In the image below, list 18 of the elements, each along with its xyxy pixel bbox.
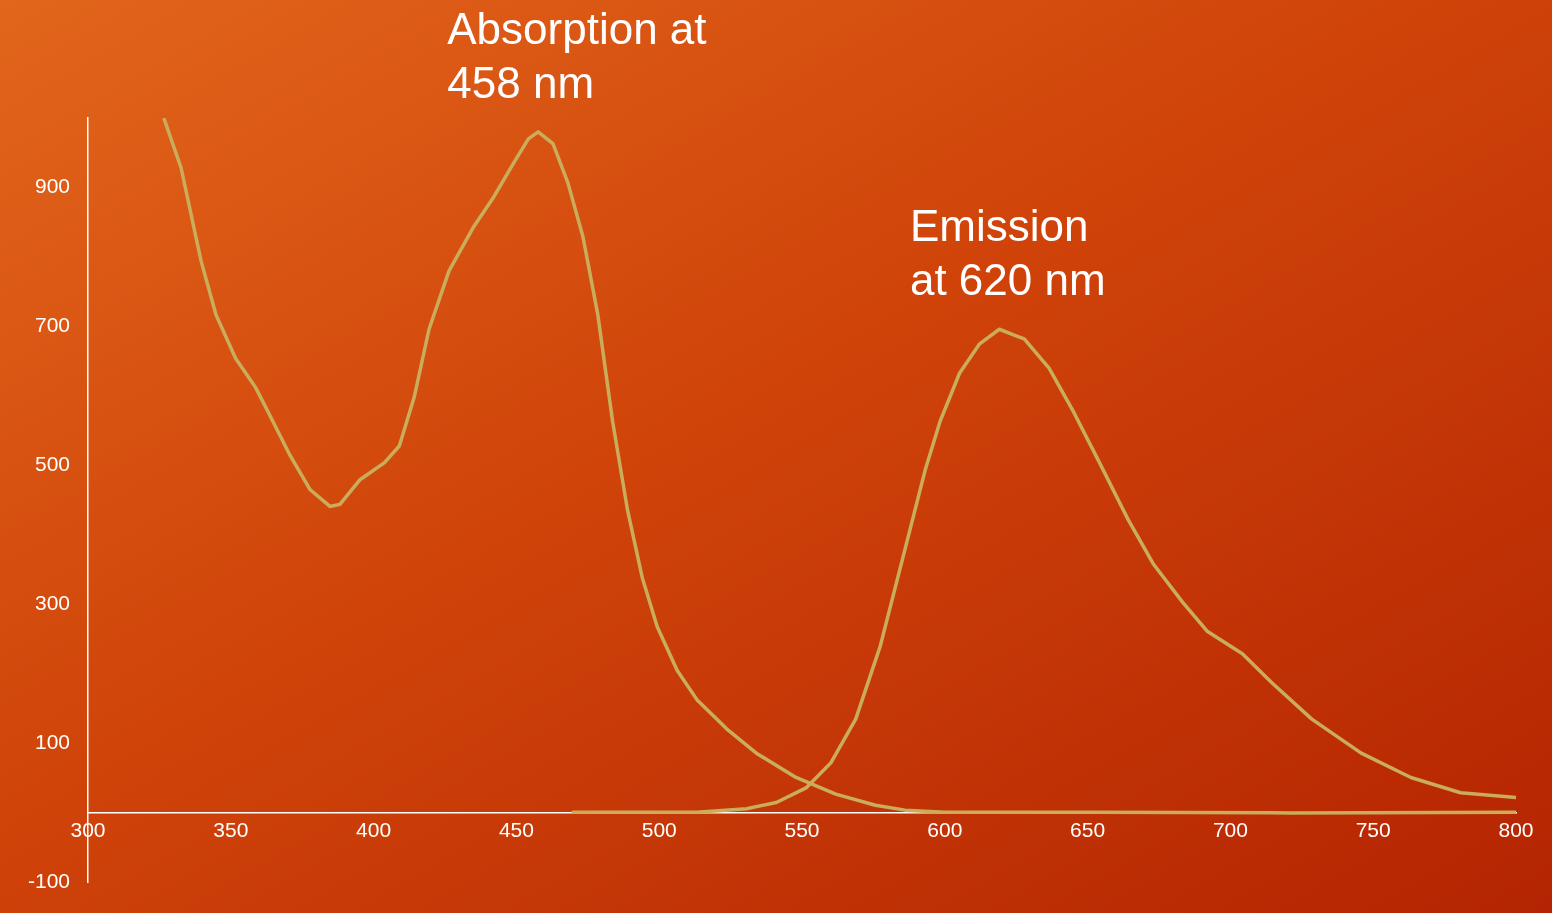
y-tick-label: -100 <box>28 869 71 893</box>
annotation: Emission at 620 nm <box>909 201 1106 305</box>
x-tick-label: 500 <box>641 818 677 842</box>
y-tick-label: 300 <box>34 591 71 615</box>
x-tick-label: 350 <box>213 818 249 842</box>
x-tick-label: 400 <box>356 818 392 842</box>
annotation: Absorption at 458 nm <box>447 3 707 107</box>
x-tick-label: 650 <box>1070 818 1106 842</box>
x-tick-label: 750 <box>1355 818 1391 842</box>
x-tick-label: 450 <box>498 818 534 842</box>
y-tick-label: 900 <box>34 174 71 198</box>
y-tick-label: 100 <box>34 730 71 754</box>
x-tick-label: 800 <box>1498 818 1534 842</box>
y-tick-label: 700 <box>34 313 71 337</box>
x-tick-label: 550 <box>784 818 820 842</box>
x-tick-label: 600 <box>927 818 963 842</box>
y-tick-label: 500 <box>34 452 71 476</box>
x-tick-label: 700 <box>1212 818 1248 842</box>
